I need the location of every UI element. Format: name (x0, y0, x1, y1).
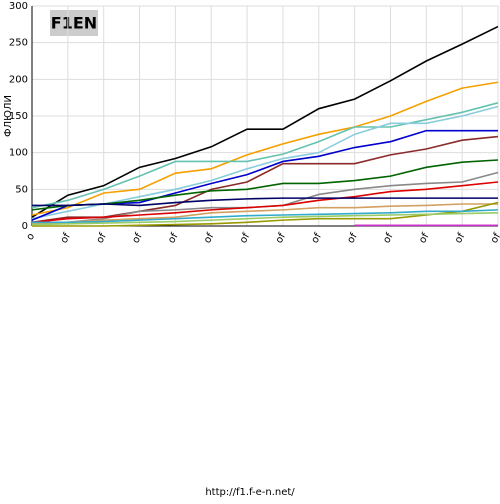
series-line (31, 105, 499, 220)
x-tick-label: of (345, 231, 360, 245)
x-tick-label: of (381, 231, 396, 245)
x-tick-label: of (95, 231, 110, 245)
series-line (31, 25, 499, 218)
x-tick-label: of (202, 231, 217, 245)
y-tick-label: 0 (22, 221, 28, 232)
series-line (31, 203, 498, 225)
y-tick-label: 250 (9, 38, 28, 49)
x-tick-label: o (25, 232, 38, 243)
x-tick-label: of (166, 231, 181, 245)
y-tick-label: 150 (9, 111, 28, 122)
y-tick-label: 300 (9, 1, 28, 12)
series-line (32, 201, 499, 227)
series-line (31, 212, 499, 226)
series-line (31, 102, 499, 209)
x-tick-label: of (274, 231, 289, 245)
footer: http://f1.f-e-n.net/ (205, 487, 295, 498)
x-tick-label: of (59, 231, 74, 245)
series-line (32, 197, 498, 207)
x-tick-label: of (238, 231, 253, 245)
x-tick-label: of (310, 231, 325, 245)
y-axis-label: ФЛЮЛИ (3, 95, 14, 137)
x-tick-label: of (489, 231, 500, 245)
x-tick-label: of (417, 231, 432, 245)
logo-box (50, 10, 98, 36)
x-tick-label: of (130, 231, 145, 245)
series-line (31, 159, 499, 211)
series-line (31, 81, 499, 216)
series-line (32, 209, 499, 224)
y-tick-label: 100 (9, 148, 28, 159)
logo: F1EN (51, 14, 97, 33)
x-tick-label: of (453, 231, 468, 245)
y-tick-label: 200 (9, 74, 28, 85)
y-tick-label: 50 (15, 184, 28, 195)
series-line (31, 181, 499, 224)
